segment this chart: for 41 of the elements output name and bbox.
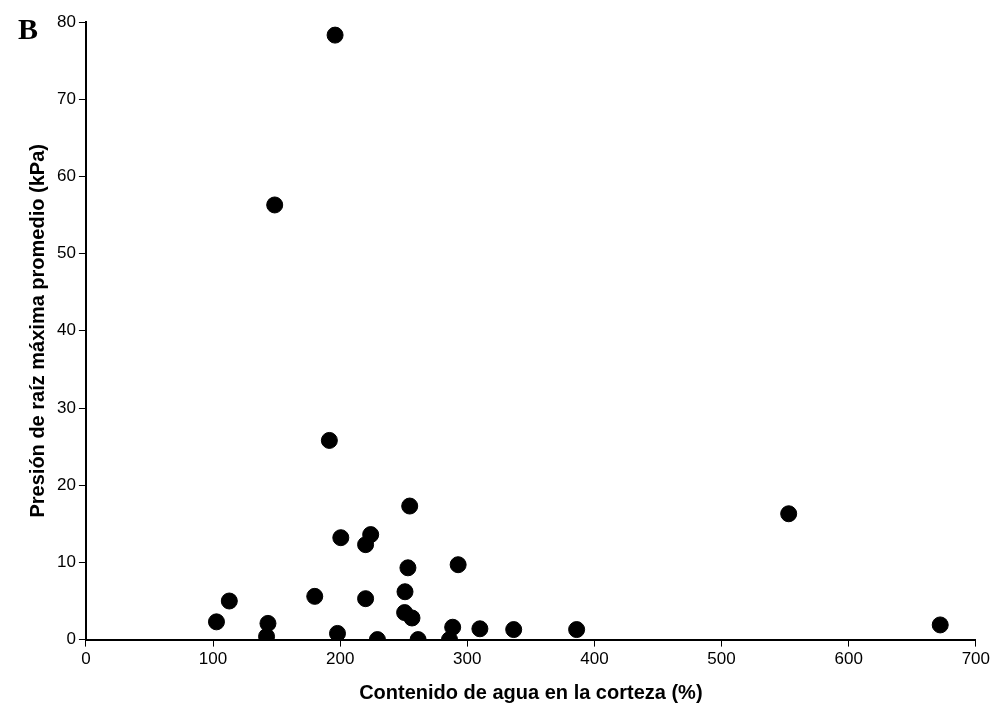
x-tick-label: 200 [325,649,355,669]
y-tick-label: 10 [56,552,76,572]
point [780,505,798,523]
point [399,559,417,577]
point [357,590,375,608]
point [931,616,949,634]
point [403,609,421,627]
x-tick-label: 500 [707,649,736,669]
text: B [18,11,39,45]
y-tick-label: 50 [56,243,76,263]
point [444,618,462,636]
point [332,529,350,547]
y-tick-label: 0 [66,629,76,649]
x-tick-label: 300 [453,649,482,669]
x-tick-label: 400 [580,649,609,669]
point [326,26,344,44]
point [306,587,324,605]
x-axis-title: Contenido de agua en la corteza (%) [359,680,703,703]
point [401,497,419,515]
y-axis-title: Presión de raíz máxima promedio (kPa) [25,144,48,518]
y-tick-label: 40 [56,320,76,340]
point [320,431,338,449]
x-tick-label: 600 [834,649,863,669]
y-tick-label: 70 [56,88,76,108]
y-tick-label: 20 [56,474,76,494]
point [505,621,523,639]
point [471,620,489,638]
x-tick-label: 100 [198,649,228,669]
point [329,624,346,640]
x-tick-label: 700 [961,649,991,669]
point [207,613,225,631]
x-tick-label: 0 [81,649,91,669]
point [220,592,238,610]
point [449,556,467,574]
y-tick-label: 60 [56,166,76,186]
y-tick-label: 80 [56,11,76,31]
y-tick-label: 30 [56,397,76,417]
point [266,196,284,214]
point [568,621,586,639]
point [357,536,375,554]
point [396,583,414,601]
